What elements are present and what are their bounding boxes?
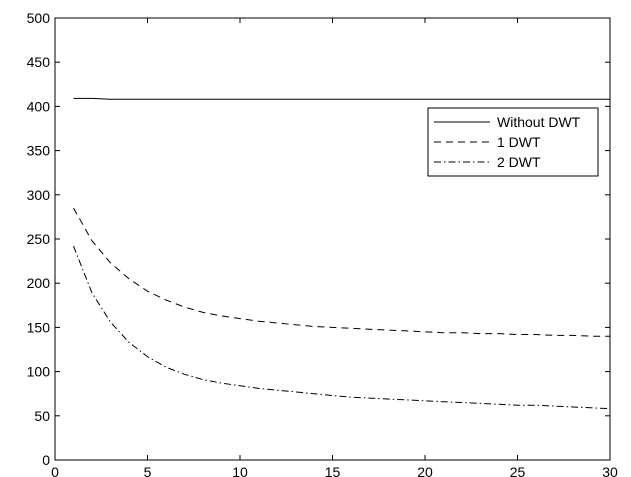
y-tick-label: 0 [42, 452, 50, 468]
legend-label-3: 2 DWT [497, 154, 541, 170]
y-tick-label: 200 [27, 275, 51, 291]
y-tick-label: 350 [27, 143, 51, 159]
legend: Without DWT 1 DWT 2 DWT [427, 107, 599, 177]
x-tick-label: 30 [602, 464, 618, 477]
y-tick-label: 100 [27, 364, 51, 380]
series-line-1 [73, 97, 610, 100]
x-tick-label: 5 [144, 464, 152, 477]
y-axis: 0 50 100 150 200 250 300 350 400 450 500 [27, 10, 610, 468]
legend-box [427, 107, 599, 177]
x-tick-label: 15 [325, 464, 341, 477]
y-tick-label: 50 [34, 408, 50, 424]
y-tick-label: 150 [27, 319, 51, 335]
y-tick-label: 250 [27, 231, 51, 247]
x-tick-label: 0 [51, 464, 59, 477]
y-tick-label: 450 [27, 54, 51, 70]
series-lines [73, 97, 611, 410]
series-line-2 [73, 207, 610, 337]
y-tick-label: 300 [27, 187, 51, 203]
legend-label-2: 1 DWT [497, 134, 541, 150]
x-tick-label: 10 [232, 464, 248, 477]
y-tick-label: 400 [27, 98, 51, 114]
x-tick-label: 25 [510, 464, 526, 477]
legend-label-1: Without DWT [497, 114, 581, 130]
x-tick-label: 20 [417, 464, 433, 477]
x-axis: 0 5 10 15 20 25 30 [51, 18, 618, 477]
series-line-3 [73, 245, 611, 410]
y-tick-label: 500 [27, 10, 51, 26]
plot-area [54, 17, 611, 461]
